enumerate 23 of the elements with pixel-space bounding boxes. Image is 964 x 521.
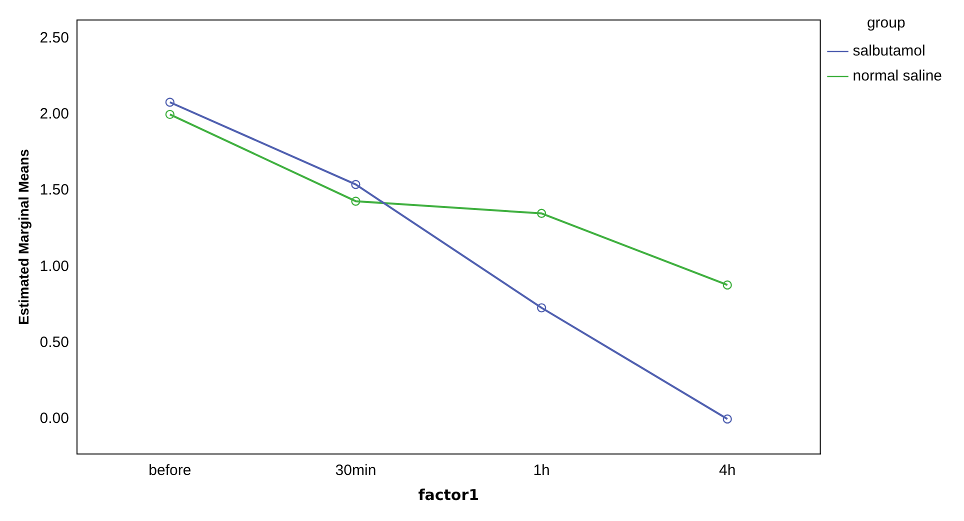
y-tick-label: 2.50 — [40, 29, 69, 46]
x-tick-label: 30min — [335, 462, 376, 480]
legend-label: normal saline — [852, 68, 942, 85]
point — [536, 208, 546, 218]
y-tick-label: 1.50 — [40, 182, 69, 199]
legend-title: group — [866, 14, 906, 32]
x-tick-label: 4h — [719, 462, 736, 480]
point — [536, 303, 546, 312]
x-axis-title: factor1 — [418, 486, 480, 504]
x-tick-label: 1h — [533, 462, 550, 480]
point — [165, 98, 175, 107]
y-tick-label: 2.00 — [40, 106, 69, 123]
point — [722, 414, 732, 424]
y-axis-title: Estimated Marginal Means — [15, 148, 32, 325]
point — [351, 180, 360, 190]
point — [351, 196, 360, 206]
point — [722, 280, 732, 290]
y-tick-label: 1.00 — [40, 258, 69, 275]
y-tick-label: 0.00 — [40, 410, 69, 428]
y-tick-label: 0.50 — [40, 334, 69, 351]
legend-label: salbutamol — [852, 42, 926, 60]
point — [165, 110, 175, 120]
x-tick-label: before — [148, 462, 192, 480]
